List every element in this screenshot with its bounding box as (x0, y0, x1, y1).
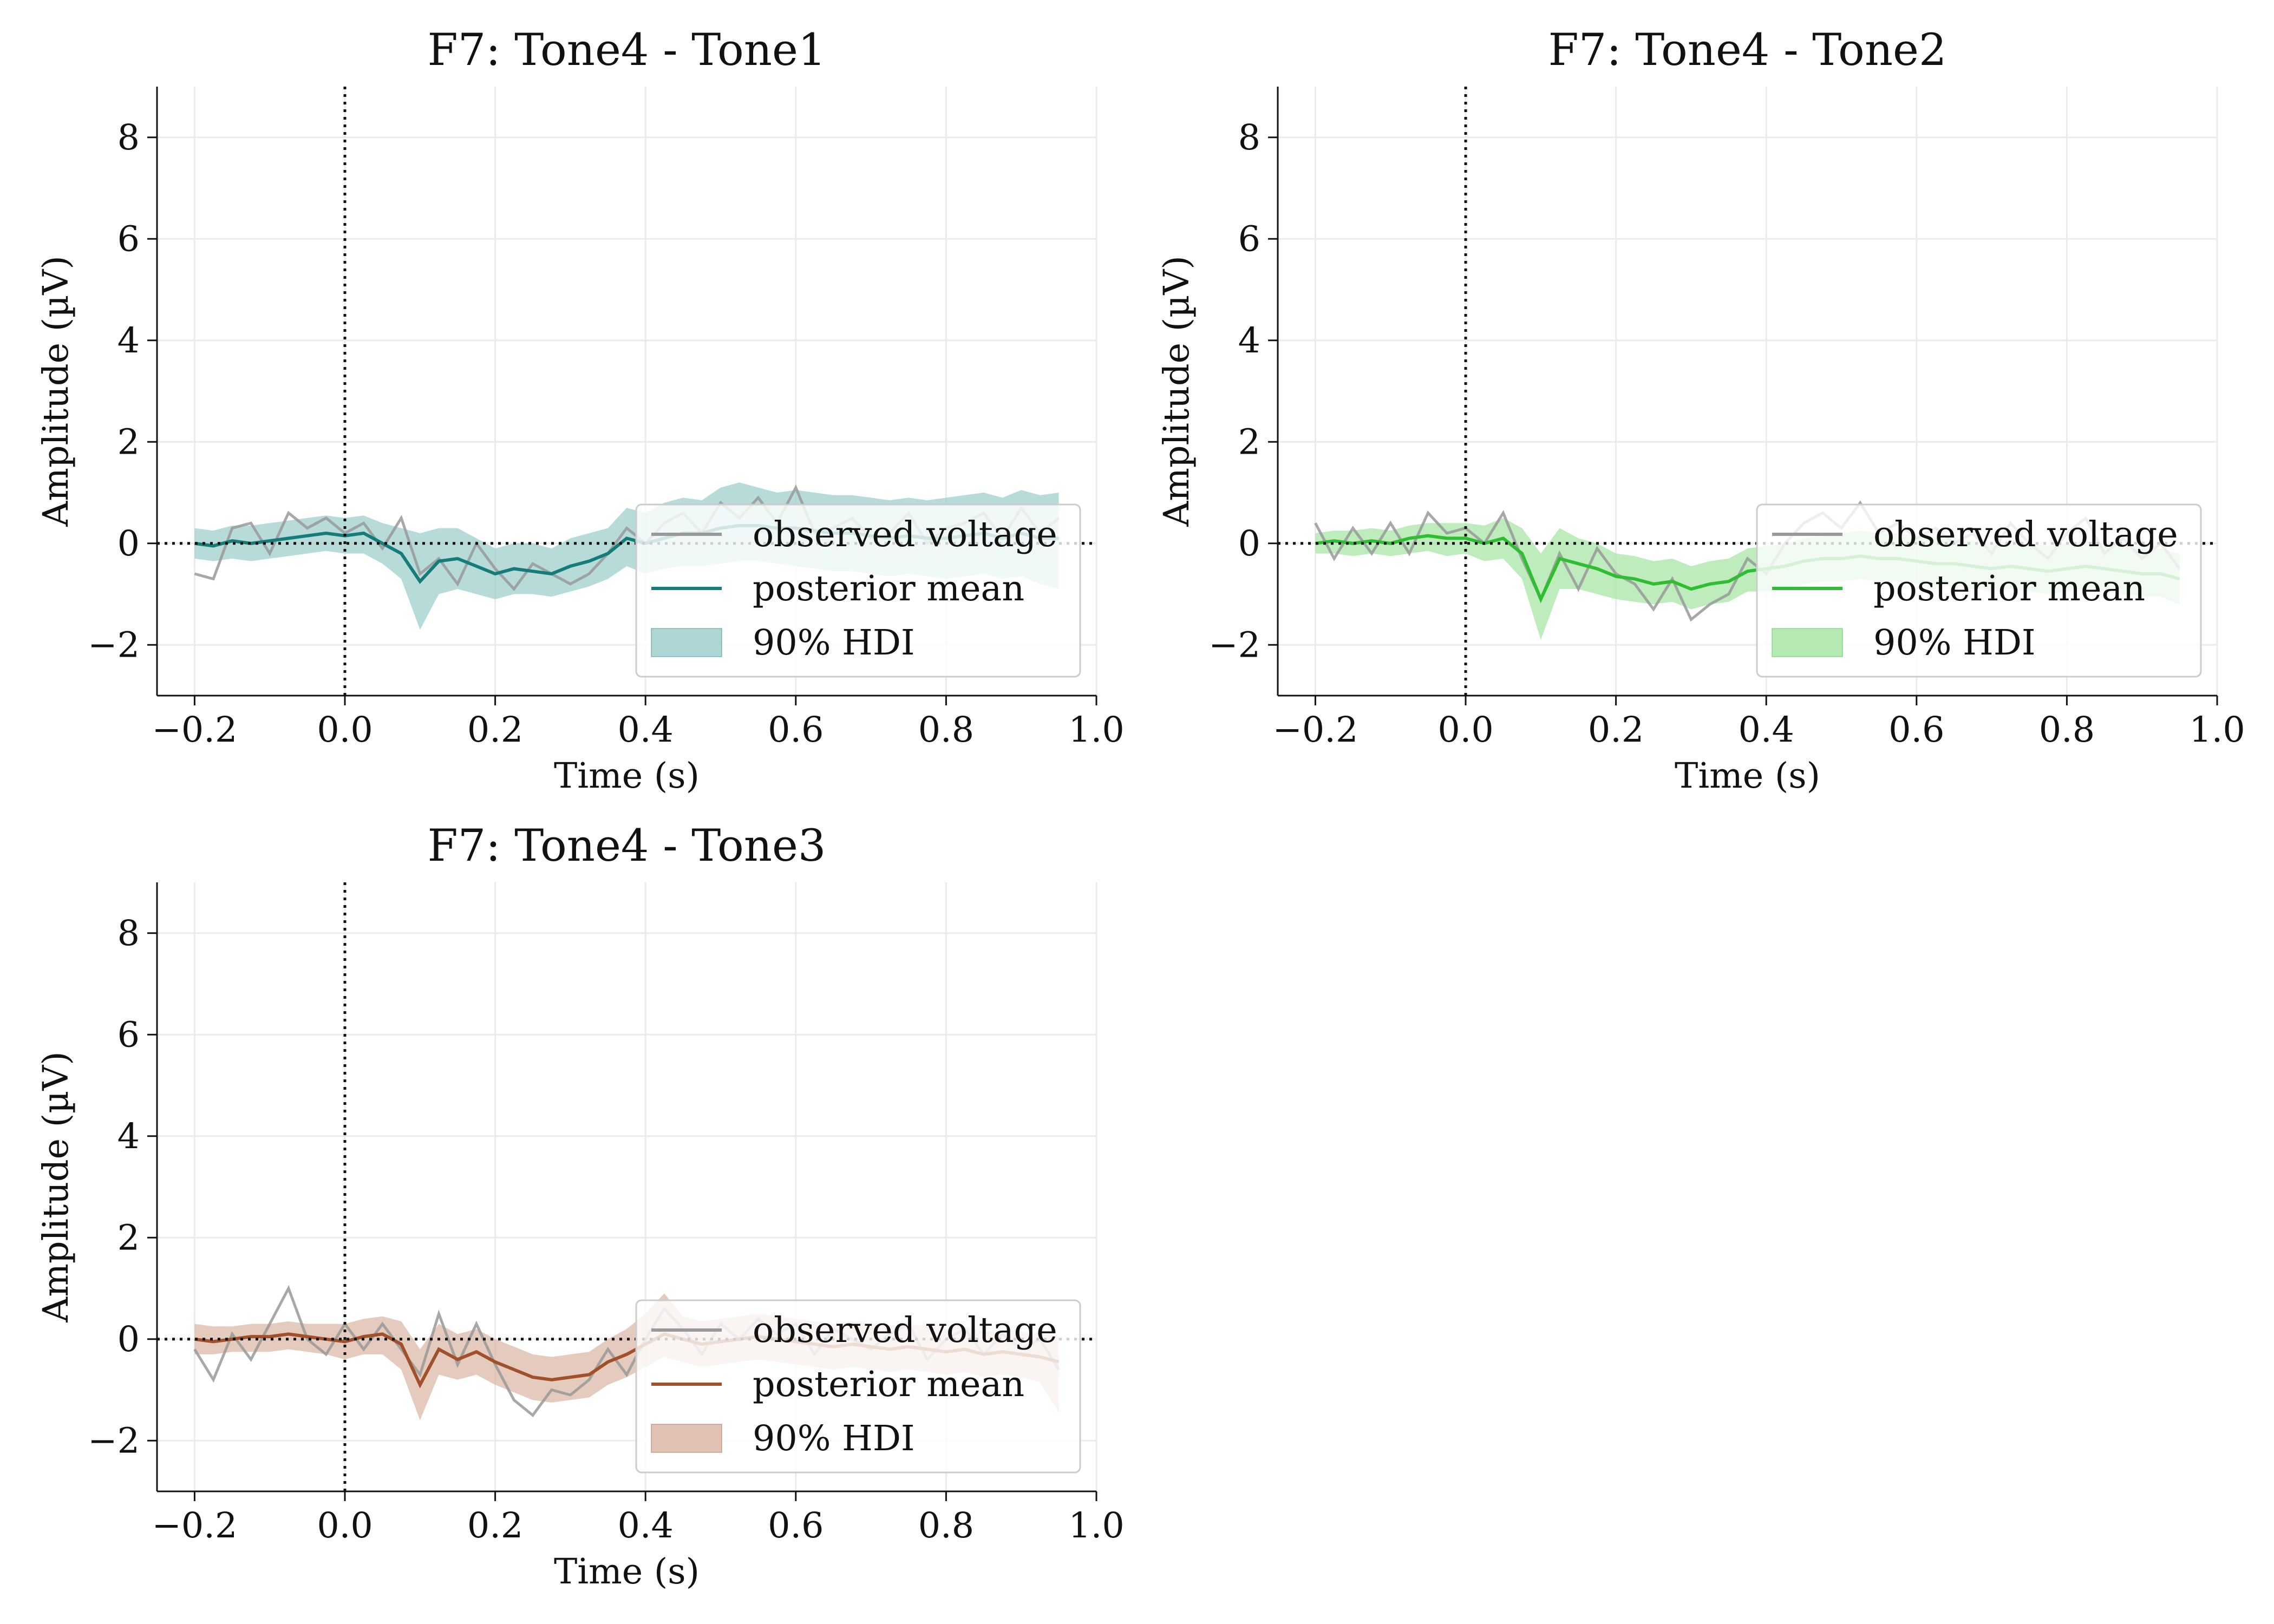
y-tick-label: 2 (117, 422, 140, 462)
legend: observed voltage posterior mean 90% HDI (635, 1299, 1081, 1474)
y-tick-label: 0 (117, 1319, 140, 1360)
legend-label: observed voltage (1873, 514, 2178, 555)
x-tick-label: 0.6 (1889, 710, 1944, 750)
x-tick-label: 0.0 (1437, 710, 1493, 750)
legend-box (635, 1299, 1081, 1474)
legend-hdi-swatch (651, 628, 722, 657)
y-tick-label: 4 (117, 1116, 140, 1157)
y-tick-label: 4 (1238, 320, 1260, 361)
x-tick-label: 0.2 (467, 710, 523, 750)
legend-label: 90% HDI (753, 623, 915, 663)
x-tick-label: 0.8 (918, 1505, 974, 1546)
chart-title: F7: Tone4 - Tone3 (428, 821, 826, 872)
y-axis-label: Amplitude (µV) (36, 256, 76, 527)
x-tick-label: 1.0 (1068, 710, 1124, 750)
chart-panel-2: −0.2 0.0 0.2 0.4 0.6 0.8 1.0 −2 0 2 4 6 8 F7: Tone4 -… (1156, 25, 2245, 796)
chart-panel-1: −0.2 0.0 0.2 0.4 0.6 0.8 1.0 −2 0 2 4 6 8 F7: Tone4 -… (36, 25, 1125, 796)
x-tick-label: 1.0 (2189, 710, 2245, 750)
legend-label: observed voltage (753, 1310, 1057, 1351)
y-tick-label: 2 (1238, 422, 1260, 462)
x-tick-label: −0.2 (1272, 710, 1358, 750)
legend-label: posterior mean (1873, 568, 2145, 609)
chart-panel-3: −0.2 0.0 0.2 0.4 0.6 0.8 1.0 −2 0 2 4 6 8 F7: Tone4 -… (36, 821, 1125, 1592)
x-tick-label: 0.8 (918, 710, 974, 750)
legend: observed voltage posterior mean 90% HDI (1756, 503, 2202, 678)
legend-hdi-swatch (1772, 628, 1843, 657)
x-tick-label: 0.0 (317, 710, 373, 750)
x-tick-label: 1.0 (1068, 1505, 1124, 1546)
legend-box (1756, 503, 2202, 678)
x-tick-label: 0.2 (467, 1505, 523, 1546)
legend-label: 90% HDI (753, 1418, 915, 1459)
y-tick-label: −2 (88, 1420, 140, 1461)
legend-hdi-swatch (651, 1424, 722, 1453)
legend-label: posterior mean (753, 568, 1024, 609)
x-axis-label: Time (s) (1675, 756, 1820, 796)
x-tick-label: 0.0 (317, 1505, 373, 1546)
y-tick-label: 2 (117, 1217, 140, 1258)
x-tick-label: −0.2 (152, 1505, 237, 1546)
legend-label: observed voltage (753, 514, 1057, 555)
x-axis-label: Time (s) (554, 1551, 700, 1592)
x-tick-label: 0.4 (618, 1505, 674, 1546)
y-tick-label: 0 (1238, 523, 1260, 564)
legend-label: posterior mean (753, 1364, 1024, 1405)
x-tick-label: 0.4 (1739, 710, 1794, 750)
x-tick-label: 0.2 (1588, 710, 1644, 750)
y-tick-label: −2 (88, 625, 140, 665)
y-tick-label: 4 (117, 320, 140, 361)
y-tick-label: 6 (117, 1014, 140, 1055)
x-tick-label: 0.6 (768, 1505, 824, 1546)
y-tick-label: 8 (1238, 117, 1260, 158)
y-tick-label: 0 (117, 523, 140, 564)
y-tick-label: 8 (117, 913, 140, 954)
y-tick-label: −2 (1208, 625, 1260, 665)
y-axis-label: Amplitude (µV) (36, 1051, 76, 1322)
y-axis-label: Amplitude (µV) (1156, 256, 1197, 527)
legend-label: 90% HDI (1873, 623, 2036, 663)
x-tick-label: −0.2 (152, 710, 237, 750)
x-axis-label: Time (s) (554, 756, 700, 796)
chart-title: F7: Tone4 - Tone2 (1548, 25, 1947, 76)
chart-title: F7: Tone4 - Tone1 (428, 25, 826, 76)
legend: observed voltage posterior mean 90% HDI (635, 503, 1081, 678)
x-tick-label: 0.4 (618, 710, 674, 750)
y-tick-label: 6 (1238, 219, 1260, 259)
x-tick-label: 0.6 (768, 710, 824, 750)
x-tick-label: 0.8 (2039, 710, 2095, 750)
y-tick-label: 8 (117, 117, 140, 158)
legend-box (635, 503, 1081, 678)
y-tick-label: 6 (117, 219, 140, 259)
